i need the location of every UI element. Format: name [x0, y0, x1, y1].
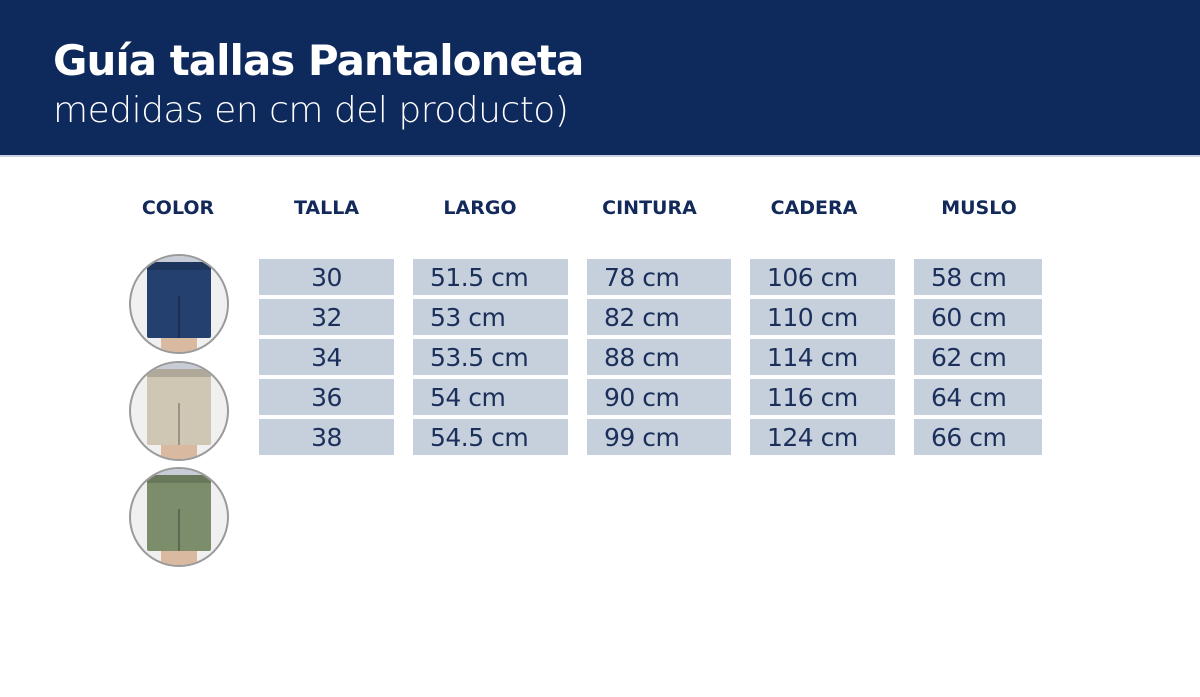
page-subtitle: medidas en cm del producto) — [53, 90, 569, 131]
column-header-largo: LARGO — [443, 197, 517, 219]
table-cell-cintura: 82 cm — [587, 299, 731, 335]
color-swatch-beige — [129, 361, 229, 461]
color-swatch-olive — [129, 467, 229, 567]
table-cell-largo: 54.5 cm — [413, 419, 568, 455]
table-cell-cintura: 90 cm — [587, 379, 731, 415]
table-cell-cintura: 88 cm — [587, 339, 731, 375]
table-cell-cadera: 116 cm — [750, 379, 895, 415]
table-cell-muslo: 64 cm — [914, 379, 1042, 415]
column-header-color: COLOR — [141, 197, 215, 219]
color-swatch-navy — [129, 254, 229, 354]
table-cell-largo: 54 cm — [413, 379, 568, 415]
table-cell-cadera: 110 cm — [750, 299, 895, 335]
table-cell-cintura: 99 cm — [587, 419, 731, 455]
table-cell-cintura: 78 cm — [587, 259, 731, 295]
table-cell-talla: 38 — [259, 419, 394, 455]
table-cell-talla: 36 — [259, 379, 394, 415]
table-cell-talla: 32 — [259, 299, 394, 335]
table-cell-largo: 51.5 cm — [413, 259, 568, 295]
table-cell-largo: 53.5 cm — [413, 339, 568, 375]
table-cell-muslo: 62 cm — [914, 339, 1042, 375]
table-cell-cadera: 124 cm — [750, 419, 895, 455]
page-title: Guía tallas Pantaloneta — [53, 36, 584, 85]
table-cell-largo: 53 cm — [413, 299, 568, 335]
table-cell-muslo: 60 cm — [914, 299, 1042, 335]
table-cell-cadera: 106 cm — [750, 259, 895, 295]
table-cell-muslo: 58 cm — [914, 259, 1042, 295]
table-cell-talla: 34 — [259, 339, 394, 375]
column-header-talla: TALLA — [293, 197, 360, 219]
table-cell-talla: 30 — [259, 259, 394, 295]
table-cell-cadera: 114 cm — [750, 339, 895, 375]
column-header-cadera: CADERA — [770, 197, 858, 219]
column-header-muslo: MUSLO — [941, 197, 1017, 219]
table-cell-muslo: 66 cm — [914, 419, 1042, 455]
header-banner: Guía tallas Pantaloneta medidas en cm de… — [0, 0, 1200, 157]
column-header-cintura: CINTURA — [602, 197, 697, 219]
